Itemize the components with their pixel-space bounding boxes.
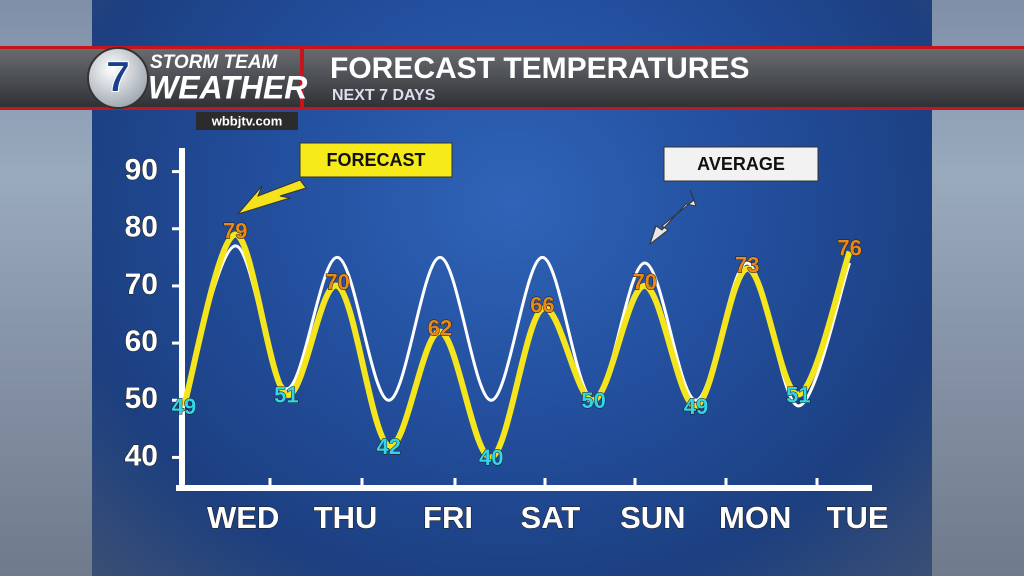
brand-line-2: WEATHER — [148, 69, 307, 105]
data-label: 73 — [735, 253, 759, 278]
header-bar — [0, 46, 1024, 110]
y-tick-label: 40 — [125, 439, 158, 472]
y-tick-label: 70 — [125, 268, 158, 301]
y-tick-label: 90 — [125, 154, 158, 187]
average-annotation: AVERAGE — [697, 154, 785, 174]
data-label: 76 — [837, 235, 861, 260]
logo-circle — [87, 47, 149, 109]
forecast-annotation: FORECAST — [327, 150, 426, 170]
url-tab — [196, 112, 298, 130]
x-tick-label: WED — [207, 500, 279, 535]
forecast-box — [299, 142, 453, 178]
data-label: 70 — [633, 270, 657, 295]
y-tick-label: 60 — [125, 325, 158, 358]
x-tick-label: SAT — [521, 500, 581, 535]
data-label: 79 — [223, 218, 247, 243]
x-tick-label: MON — [719, 500, 791, 535]
header-rule — [0, 107, 1024, 110]
data-label: 62 — [428, 315, 452, 340]
header-divider — [300, 46, 304, 110]
website: wbbjtv.com — [211, 113, 283, 128]
x-tick-label: THU — [314, 500, 378, 535]
data-label: 49 — [172, 394, 196, 419]
data-label: 70 — [325, 270, 349, 295]
series-line — [181, 231, 853, 461]
data-label: 49 — [684, 394, 708, 419]
chart-title: FORECAST TEMPERATURES — [330, 52, 749, 85]
average-box — [663, 146, 819, 182]
x-axis-ticks — [268, 478, 819, 490]
x-tick-label: TUE — [827, 500, 889, 535]
data-label: 50 — [581, 388, 605, 413]
data-label: 51 — [786, 382, 810, 407]
y-tick-label: 50 — [125, 382, 158, 415]
y-tick-label: 80 — [125, 211, 158, 244]
data-label: 40 — [479, 445, 503, 470]
data-label: 42 — [377, 434, 401, 459]
average-arrow — [649, 189, 697, 246]
brand-line-1: STORM TEAM — [150, 52, 279, 73]
x-tick-label: FRI — [423, 500, 473, 535]
header-rule — [0, 46, 1024, 49]
data-label: 51 — [274, 382, 298, 407]
x-tick-label: SUN — [620, 500, 685, 535]
forecast-arrow — [236, 179, 307, 215]
logo-number: 7 — [106, 53, 130, 102]
chart-subtitle: NEXT 7 DAYS — [332, 87, 436, 104]
data-label: 66 — [530, 293, 554, 318]
